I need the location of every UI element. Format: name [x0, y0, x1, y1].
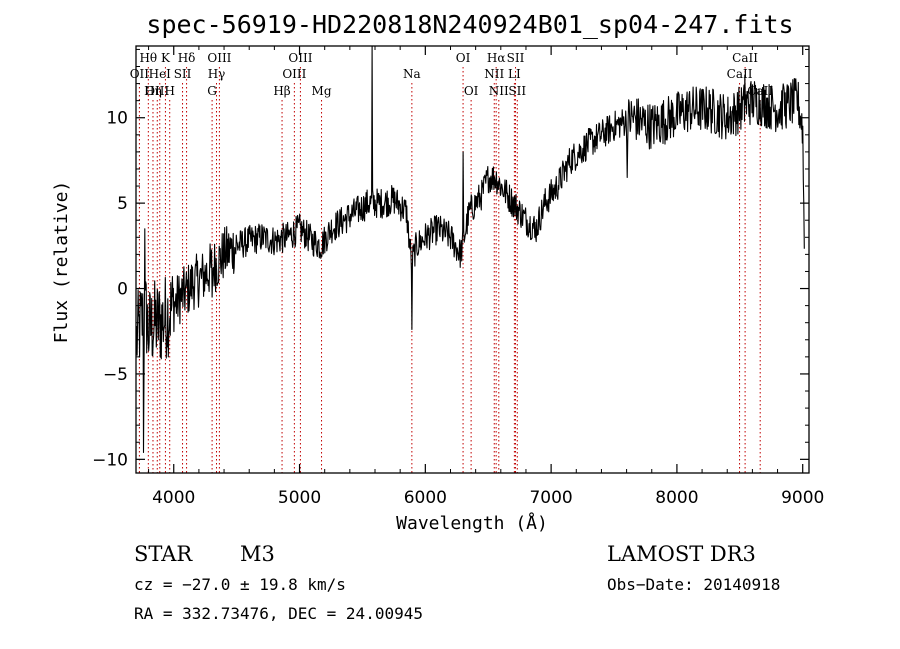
- y-tick-label-10: 10: [106, 109, 128, 129]
- line-label-25: CaII: [732, 51, 758, 65]
- x-tick-label-7000: 7000: [529, 488, 572, 508]
- line-label-9: OIII: [207, 51, 231, 65]
- observation-date: Obs−Date: 20140918: [607, 575, 780, 594]
- line-label-17: OI: [456, 51, 471, 65]
- x-tick-label-4000: 4000: [152, 488, 195, 508]
- y-axis-label: Flux (relative): [51, 181, 72, 344]
- x-axis: 4000 5000 6000 7000 8000 9000: [148, 46, 824, 508]
- line-label-11: G: [207, 84, 217, 98]
- line-label-26: CaII: [727, 67, 753, 81]
- line-label-19: Hα: [487, 51, 506, 65]
- line-label-7: H: [164, 84, 174, 98]
- line-label-8: Hδ: [178, 51, 196, 65]
- line-label-4: HeI: [149, 67, 172, 81]
- line-label-15: Mg: [312, 84, 332, 98]
- line-label-24: SII: [508, 84, 526, 98]
- x-axis-label: Wavelength (Å): [396, 512, 548, 534]
- plot-frame: [135, 45, 810, 474]
- y-axis: −10 −5 0 5 10: [92, 48, 809, 470]
- spectrum-line: [136, 45, 805, 454]
- x-tick-label-8000: 8000: [655, 488, 698, 508]
- line-label-16: Na: [403, 67, 421, 81]
- line-label-20: SII: [507, 51, 525, 65]
- line-label-10: Hγ: [208, 67, 226, 81]
- line-label-23: NII: [489, 84, 509, 98]
- y-tick-label--10: −10: [92, 450, 128, 470]
- line-label-14: OIII: [282, 67, 306, 81]
- y-tick-label--5: −5: [103, 365, 128, 385]
- redshift-velocity: cz = −27.0 ± 19.8 km/s: [134, 575, 346, 594]
- y-tick-label-0: 0: [117, 280, 128, 300]
- line-label-2: OIII: [145, 84, 169, 98]
- object-subclass: M3: [240, 542, 275, 566]
- line-label-21: NII: [484, 67, 504, 81]
- y-tick-label-5: 5: [117, 194, 128, 214]
- line-label-5: Hη: [144, 84, 162, 98]
- x-tick-label-6000: 6000: [404, 488, 447, 508]
- sky-coordinates: RA = 332.73476, DEC = 24.00945: [134, 604, 423, 623]
- line-label-22: LI: [508, 67, 521, 81]
- survey-name: LAMOST DR3: [607, 542, 756, 566]
- object-class: STAR: [134, 542, 193, 566]
- x-tick-label-5000: 5000: [278, 488, 321, 508]
- line-label-13: OIII: [288, 51, 312, 65]
- line-label-3: K: [161, 51, 171, 65]
- line-label-18: OI: [464, 84, 479, 98]
- line-label-6: SII: [174, 67, 192, 81]
- line-label-1: OII: [130, 67, 150, 81]
- line-label-0: Hθ: [139, 51, 157, 65]
- chart-title: spec-56919-HD220818N240924B01_sp04-247.f…: [146, 10, 793, 39]
- line-label-12: Hβ: [273, 84, 290, 98]
- x-tick-label-9000: 9000: [781, 488, 824, 508]
- emission-line-markers: [138, 67, 761, 473]
